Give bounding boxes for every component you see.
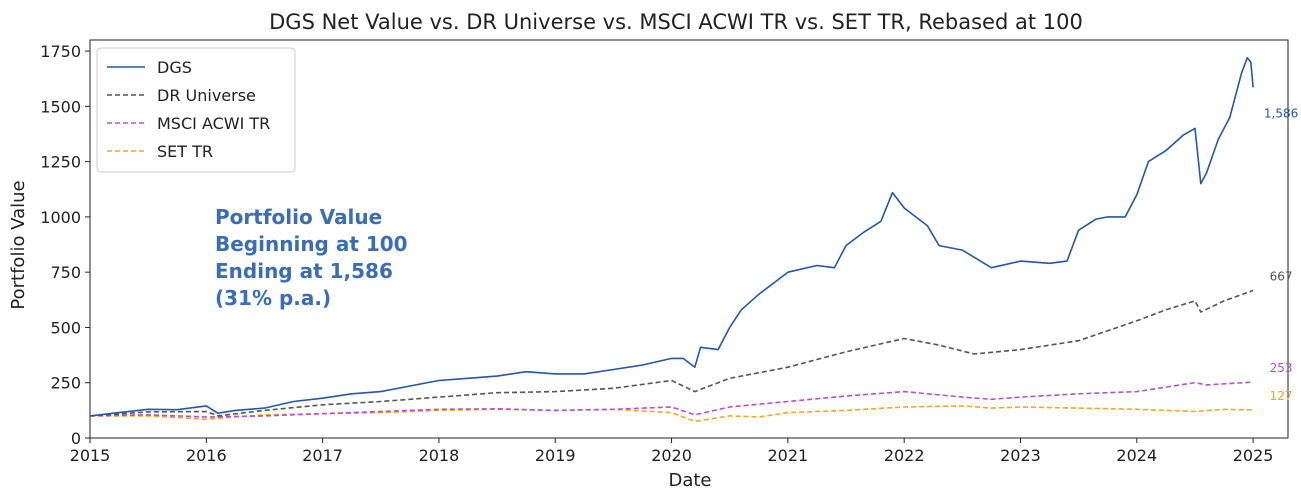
- x-tick-label: 2022: [884, 446, 925, 465]
- x-tick-label: 2025: [1233, 446, 1274, 465]
- annotation-line: Portfolio Value: [215, 205, 382, 229]
- plot-area: 2015 2016 2017 2018 2019 2020 2021 2022 2023 2024…: [40, 39, 1298, 465]
- x-tick-label: 2020: [651, 446, 692, 465]
- x-tick-label: 2018: [419, 446, 460, 465]
- portfolio-annotation: Portfolio Value Beginning at 100 Ending at…: [215, 205, 408, 310]
- y-tick-label: 750: [50, 263, 81, 282]
- x-tick-label: 2016: [186, 446, 227, 465]
- y-tick-label: 250: [50, 374, 81, 393]
- legend-label: SET TR: [157, 142, 213, 161]
- y-tick-label: 1500: [40, 97, 81, 116]
- x-tick-label: 2023: [1000, 446, 1041, 465]
- plot-frame: [89, 39, 1289, 439]
- end-value-label: 1,586: [1264, 106, 1298, 120]
- series-line-dgs: [89, 56, 1254, 417]
- x-tick-label: 2017: [302, 446, 343, 465]
- y-tick-label: 500: [50, 318, 81, 337]
- series-line-msci-acwi-tr: [89, 381, 1254, 418]
- x-tick-label: 2024: [1116, 446, 1157, 465]
- y-tick-label: 1000: [40, 208, 81, 227]
- annotation-line: Ending at 1,586: [215, 259, 393, 283]
- annotation-line: Beginning at 100: [215, 232, 408, 256]
- end-value-label: 127: [1270, 389, 1293, 403]
- x-tick-label: 2021: [768, 446, 809, 465]
- x-tick-label: 2015: [70, 446, 111, 465]
- chart-title: DGS Net Value vs. DR Universe vs. MSCI A…: [269, 10, 1083, 34]
- legend-box: [96, 47, 296, 173]
- end-value-label: 667: [1270, 270, 1293, 284]
- end-value-label: 253: [1270, 361, 1293, 375]
- legend-label: DR Universe: [157, 86, 256, 105]
- x-axis-title: Date: [668, 470, 711, 491]
- annotation-line: (31% p.a.): [215, 286, 331, 310]
- y-tick-label: 1750: [40, 42, 81, 61]
- y-tick-label: 0: [71, 429, 81, 448]
- y-tick-label: 1250: [40, 153, 81, 172]
- legend-label: DGS: [157, 58, 192, 77]
- legend: DGS DR Universe MSCI ACWI TR SET TR: [96, 47, 296, 173]
- y-axis-title: Portfolio Value: [8, 180, 29, 309]
- series-line-dr-universe: [89, 289, 1254, 417]
- x-tick-label: 2019: [535, 446, 576, 465]
- legend-label: MSCI ACWI TR: [157, 114, 270, 133]
